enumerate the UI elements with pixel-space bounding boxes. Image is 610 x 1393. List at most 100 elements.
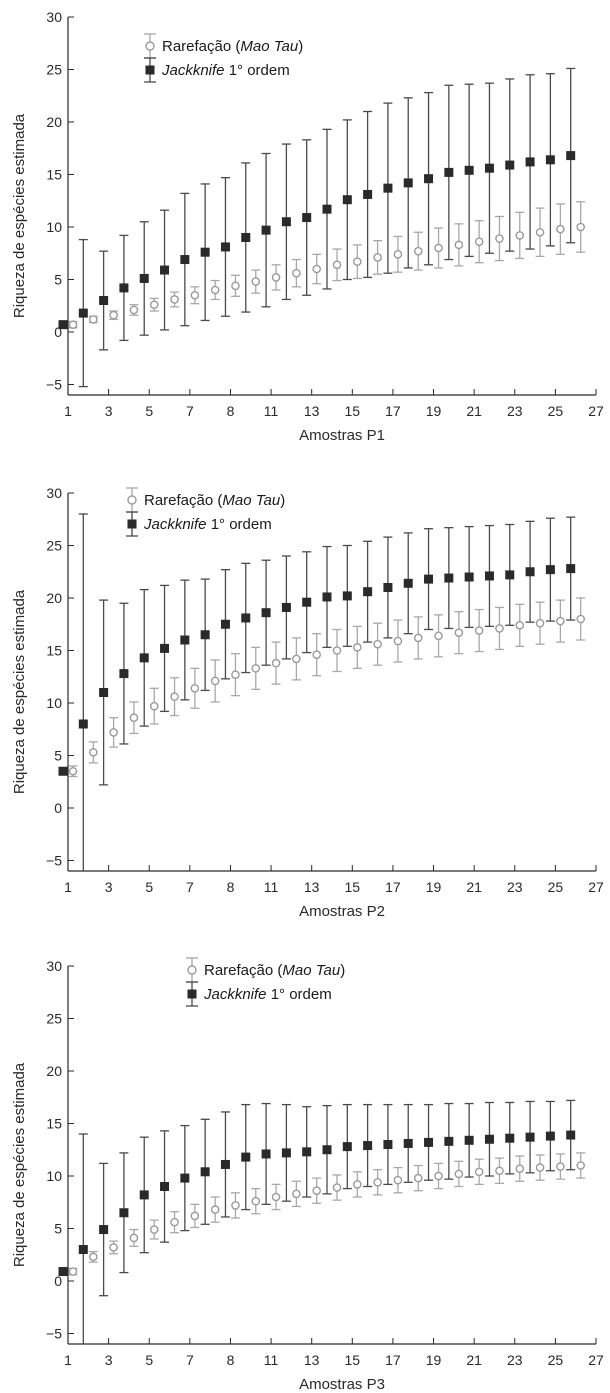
legend-marker-rarefacao [187, 965, 197, 975]
data-point-jackknife [139, 1190, 149, 1200]
data-point-rarefacao [292, 654, 301, 664]
x-tick-label: 11 [264, 879, 279, 895]
data-point-rarefacao [231, 670, 240, 679]
data-point-rarefacao [576, 1161, 585, 1170]
data-point-rarefacao [68, 320, 78, 329]
data-point-jackknife [241, 613, 251, 623]
data-point-rarefacao [271, 1192, 281, 1202]
data-point-rarefacao [434, 243, 443, 253]
data-point-jackknife [444, 167, 454, 177]
data-point-rarefacao [292, 268, 301, 278]
data-point-jackknife [363, 587, 373, 597]
data-point-rarefacao [332, 1183, 342, 1192]
legend-label-rarefacao: Rarefação (Mao Tau) [144, 492, 285, 509]
data-point-rarefacao [89, 315, 98, 324]
x-tick-label: 1 [64, 879, 72, 895]
y-tick-label: 0 [54, 800, 62, 816]
data-point-rarefacao [413, 246, 423, 256]
data-point-jackknife [505, 570, 515, 580]
x-tick-label: 17 [385, 879, 401, 895]
y-tick-label: 5 [54, 1221, 62, 1237]
data-point-jackknife [545, 155, 555, 165]
x-tick-label: 19 [426, 879, 442, 895]
series-rarefacao [68, 1152, 586, 1276]
data-point-rarefacao [170, 692, 179, 701]
y-tick-label: 0 [54, 1273, 62, 1289]
data-point-rarefacao [576, 614, 585, 624]
legend-label-rarefacao: Rarefação (Mao Tau) [162, 38, 303, 55]
data-point-rarefacao [413, 1173, 423, 1183]
x-tick-label: 23 [507, 403, 523, 419]
x-tick-label: 5 [145, 1352, 153, 1368]
series-jackknife [58, 67, 576, 388]
data-point-rarefacao [353, 257, 362, 266]
data-point-jackknife [484, 1134, 494, 1144]
data-point-jackknife [281, 602, 291, 612]
data-point-rarefacao [373, 639, 382, 649]
data-point-jackknife [58, 766, 68, 776]
data-point-rarefacao [495, 1166, 504, 1176]
data-point-jackknife [464, 572, 474, 582]
data-point-rarefacao [393, 1175, 403, 1185]
x-tick-label: 21 [466, 879, 482, 895]
data-point-rarefacao [149, 300, 159, 310]
data-point-jackknife [241, 1152, 251, 1162]
data-point-jackknife [424, 174, 434, 184]
data-point-rarefacao [251, 1196, 261, 1206]
data-point-jackknife [484, 571, 494, 581]
data-point-jackknife [78, 1245, 88, 1254]
x-tick-label: 3 [105, 403, 113, 419]
data-point-jackknife [220, 619, 230, 629]
data-point-jackknife [525, 567, 535, 577]
data-point-rarefacao [393, 249, 403, 259]
legend-marker-rarefacao [127, 495, 137, 505]
data-point-rarefacao [68, 1267, 78, 1276]
y-tick-label: 25 [46, 1011, 62, 1027]
data-point-jackknife [200, 1167, 210, 1177]
data-point-rarefacao [515, 620, 525, 630]
data-point-rarefacao [474, 237, 484, 246]
data-point-rarefacao [353, 1180, 362, 1189]
data-point-rarefacao [231, 1201, 240, 1210]
x-tick-label: 23 [507, 1352, 523, 1368]
data-point-jackknife [160, 265, 170, 275]
data-point-jackknife [200, 247, 210, 257]
x-tick-label: 19 [426, 403, 442, 419]
data-point-jackknife [241, 233, 251, 242]
data-point-jackknife [403, 1138, 413, 1148]
data-point-jackknife [505, 160, 515, 170]
data-point-jackknife [119, 283, 129, 293]
y-axis-title: Riqueza de espécies estimada [11, 589, 28, 794]
y-tick-label: 10 [46, 695, 62, 711]
data-point-rarefacao [129, 713, 139, 722]
x-tick-label: 3 [105, 879, 113, 895]
data-point-rarefacao [556, 616, 565, 626]
data-point-rarefacao [251, 664, 261, 673]
data-point-rarefacao [210, 285, 220, 295]
data-point-rarefacao [210, 676, 220, 686]
series-rarefacao [68, 597, 586, 778]
data-point-jackknife [200, 630, 210, 640]
data-point-rarefacao [556, 224, 565, 234]
y-tick-label: 30 [46, 9, 62, 25]
x-tick-label: 11 [264, 403, 279, 419]
x-tick-label: 5 [145, 403, 153, 419]
y-tick-label: 15 [46, 1116, 62, 1132]
data-point-rarefacao [576, 222, 585, 232]
data-point-jackknife [444, 573, 454, 583]
x-tick-label: 27 [588, 879, 604, 895]
data-point-jackknife [220, 242, 230, 252]
data-point-jackknife [464, 165, 474, 175]
data-point-rarefacao [149, 1225, 159, 1234]
legend-label-rarefacao: Rarefação (Mao Tau) [204, 962, 345, 979]
y-tick-label: 15 [46, 643, 62, 659]
y-axis-title: Riqueza de espécies estimada [11, 1062, 28, 1267]
y-tick-label: 20 [46, 590, 62, 606]
x-tick-label: 8 [227, 403, 235, 419]
x-tick-label: 8 [227, 1352, 235, 1368]
x-tick-label: 21 [466, 403, 482, 419]
data-point-jackknife [58, 320, 68, 330]
